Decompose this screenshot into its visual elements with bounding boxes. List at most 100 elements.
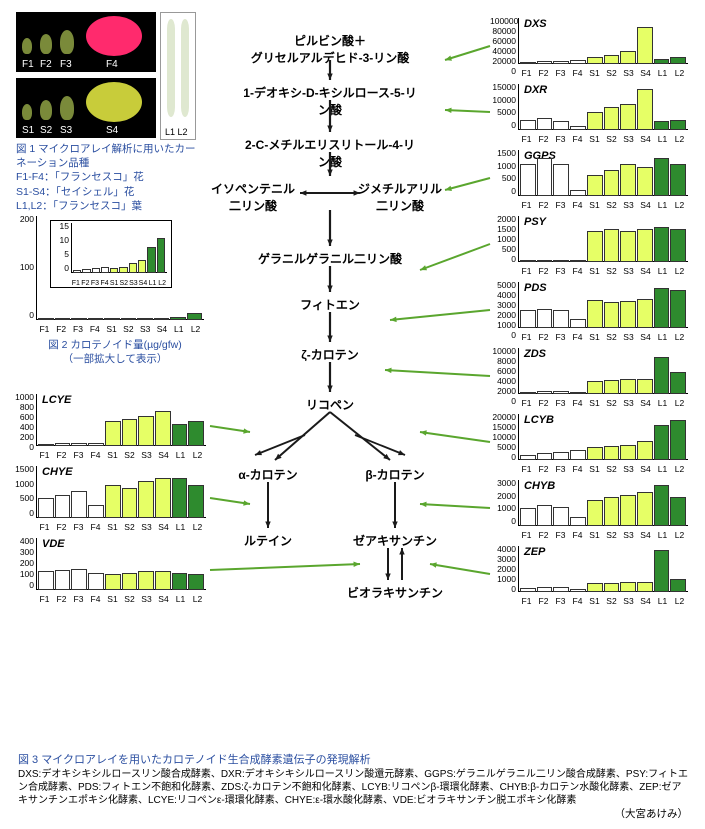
- bar: [604, 583, 620, 592]
- bar: [71, 491, 87, 518]
- bar: [654, 357, 670, 394]
- bar: [138, 571, 154, 590]
- pathway-node-n2: 2-C-メチルエリスリトール-4-リン酸: [240, 136, 420, 170]
- pathway-node-n9b: ゼアキサンチン: [305, 532, 485, 549]
- bar: [137, 318, 153, 320]
- fig2-caption: 図 2 カロテノイド量(µg/gfw) （一部拡大して表示）: [20, 338, 210, 366]
- bar: [587, 447, 603, 460]
- bar: [154, 318, 170, 320]
- bar: [637, 229, 653, 262]
- bar: [570, 589, 586, 592]
- bar: [188, 574, 204, 590]
- bar: [172, 478, 188, 518]
- bar: [138, 416, 154, 446]
- bar: [654, 550, 670, 592]
- bar: [620, 231, 636, 262]
- bar: [604, 55, 620, 64]
- bar: [620, 379, 636, 394]
- bar: [654, 227, 670, 262]
- bar: [187, 313, 203, 320]
- chart-zep: 40003000200010000ZEPF1F2F3F4S1S2S3S4L1L2: [490, 544, 692, 606]
- bar: [637, 89, 653, 130]
- bar: [553, 391, 569, 394]
- bar: [553, 310, 569, 328]
- bar: [138, 481, 154, 518]
- bar: [88, 505, 104, 518]
- bar: [670, 120, 686, 130]
- bar: [520, 62, 536, 64]
- bar: [155, 571, 171, 590]
- bar: [637, 167, 653, 196]
- bar: [637, 379, 653, 394]
- pathway-node-n0: ピルビン酸＋ グリセルアルデヒド-3-リン酸: [240, 32, 420, 66]
- bar: [553, 121, 569, 130]
- pathway-node-n3b: ジメチルアリル 二リン酸: [310, 180, 490, 214]
- bar: [38, 318, 54, 320]
- bar: [155, 478, 171, 518]
- bar: [570, 319, 586, 328]
- bar: [670, 57, 686, 64]
- bar: [604, 380, 620, 394]
- fig3-caption: 図 3 マイクロアレイを用いたカロテノイド生合成酵素遺伝子の発現解析 DXS:デ…: [18, 753, 688, 821]
- bar: [670, 497, 686, 526]
- bar: [188, 421, 204, 446]
- bar: [637, 299, 653, 328]
- bar: [105, 574, 121, 590]
- pathway-node-n4: ゲラニルゲラニル二リン酸: [240, 250, 420, 267]
- bar: [105, 421, 121, 446]
- bar: [38, 444, 54, 447]
- bar: [654, 121, 670, 130]
- bar: [570, 517, 586, 526]
- bar: [604, 302, 620, 328]
- bar: [637, 27, 653, 64]
- bar: [537, 118, 553, 130]
- bar: [520, 508, 536, 526]
- bar: [553, 587, 569, 593]
- bar: [570, 190, 586, 196]
- bar: [38, 571, 54, 590]
- chart-zds: 1000080006000400020000ZDSF1F2F3F4S1S2S3S…: [490, 346, 692, 408]
- bar: [553, 164, 569, 196]
- bar: [570, 126, 586, 130]
- pathway-node-n6: ζ-カロテン: [240, 346, 420, 363]
- pathway-node-n10: ビオラキサンチン: [305, 584, 485, 601]
- bar: [122, 488, 138, 518]
- bar: [537, 260, 553, 262]
- bar: [121, 318, 137, 320]
- bar: [570, 392, 586, 394]
- bar: [537, 453, 553, 460]
- bar: [188, 485, 204, 518]
- bar: [105, 485, 121, 518]
- bar: [88, 443, 104, 446]
- fig2-chart: 151050F1F2F3F4S1S2S3S4L1L2 2001000F1F2F3…: [8, 214, 208, 334]
- bar: [654, 59, 670, 64]
- chart-dxr: 150001000050000DXRF1F2F3F4S1S2S3S4L1L2: [490, 82, 692, 144]
- bar: [520, 392, 536, 394]
- bar: [570, 260, 586, 262]
- fig1-photo-flowers-s: S1S2 S3S4: [16, 78, 156, 138]
- chart-dxs: 100000800006000040000200000DXSF1F2F3F4S1…: [490, 16, 692, 78]
- bar: [620, 104, 636, 130]
- bar: [604, 170, 620, 196]
- fig3-attribution: （大宮あけみ）: [18, 807, 688, 821]
- bar: [654, 158, 670, 196]
- bar: [520, 164, 536, 196]
- bar: [620, 301, 636, 328]
- bar: [537, 587, 553, 592]
- fig3-legend: DXS:デオキシキシルロースリン酸合成酵素、DXR:デオキシキシルロースリン酸還…: [18, 768, 688, 807]
- bar: [553, 452, 569, 460]
- bar: [620, 164, 636, 196]
- bar: [620, 582, 636, 592]
- bar: [670, 164, 686, 196]
- fig1-photo-flowers-f: F1F2 F3F4: [16, 12, 156, 72]
- bar: [553, 507, 569, 526]
- bar: [670, 372, 686, 394]
- bar: [71, 443, 87, 447]
- bar: [637, 582, 653, 592]
- bar: [553, 61, 569, 64]
- bar: [637, 492, 653, 526]
- bar: [670, 229, 686, 262]
- bar: [654, 288, 670, 328]
- bar: [620, 495, 636, 526]
- bar: [637, 441, 653, 460]
